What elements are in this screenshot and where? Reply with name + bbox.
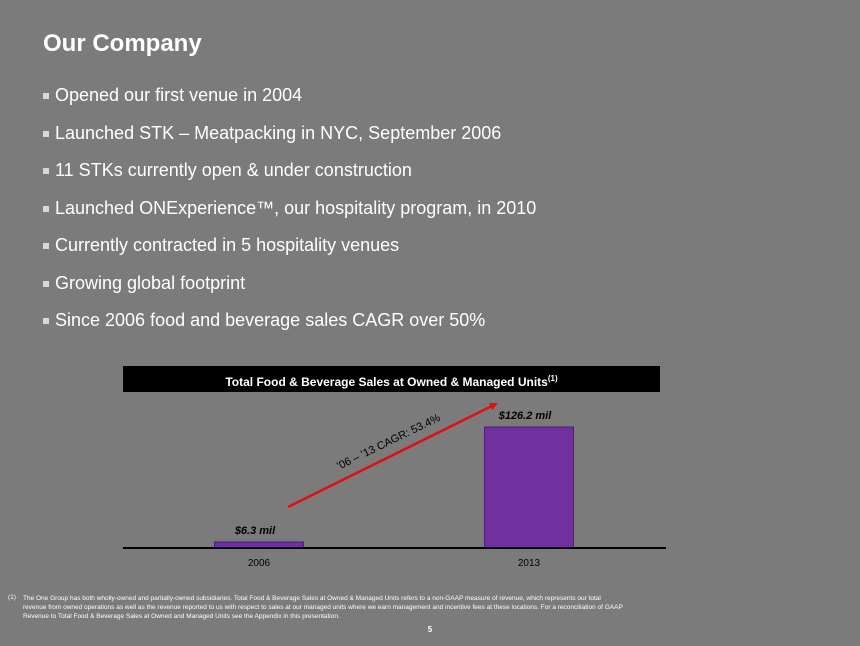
bullet-item: Growing global footprint: [43, 272, 536, 310]
bullet-text: Opened our first venue in 2004: [55, 85, 303, 105]
chart-title-footnote-ref: (1): [547, 374, 558, 383]
x-tick-label-2006: 2006: [248, 558, 271, 569]
bullet-text: Currently contracted in 5 hospitality ve…: [55, 235, 400, 255]
bullet-item: Launched ONExperience™, our hospitality …: [43, 197, 536, 235]
bullet-text: 11 STKs currently open & under construct…: [55, 160, 412, 180]
bullet-item: 11 STKs currently open & under construct…: [43, 159, 536, 197]
bullet-square-icon: [43, 318, 49, 324]
bullet-square-icon: [43, 168, 49, 174]
page-title: Our Company: [43, 30, 202, 57]
bar-2013: [484, 426, 574, 549]
bullet-square-icon: [43, 205, 49, 212]
page-number: 5: [427, 625, 433, 634]
footnote-text: The One Group has both wholly-owned and …: [23, 595, 623, 620]
bullet-list: Opened our first venue in 2004 Launched …: [43, 84, 536, 347]
chart-title: Total Food & Beverage Sales at Owned & M…: [123, 366, 660, 392]
data-label-2013: $126.2 mil: [498, 410, 553, 422]
x-tick-label-2013: 2013: [518, 558, 541, 569]
bullet-item: Currently contracted in 5 hospitality ve…: [43, 234, 536, 272]
bullet-text: Launched STK – Meatpacking in NYC, Septe…: [55, 122, 502, 143]
bullet-text: Launched ONExperience™, our hospitality …: [55, 197, 537, 218]
cagr-arrow: [287, 402, 498, 509]
cagr-annotation: ’06 – ’13 CAGR: 53.4%: [335, 412, 443, 473]
bullet-square-icon: [43, 243, 49, 249]
bullet-text: Since 2006 food and beverage sales CAGR …: [55, 310, 486, 330]
bullet-square-icon: [43, 280, 49, 287]
chart-title-text: Total Food & Beverage Sales at Owned & M…: [225, 375, 548, 389]
bullet-item: Launched STK – Meatpacking in NYC, Septe…: [43, 122, 536, 160]
data-label-2006: $6.3 mil: [234, 525, 276, 537]
footnote-number: (1): [8, 594, 16, 601]
bullet-item: Opened our first venue in 2004: [43, 84, 536, 122]
bullet-square-icon: [43, 93, 49, 99]
bullet-square-icon: [43, 130, 49, 137]
bullet-item: Since 2006 food and beverage sales CAGR …: [43, 309, 536, 347]
bullet-text: Growing global footprint: [55, 272, 246, 293]
